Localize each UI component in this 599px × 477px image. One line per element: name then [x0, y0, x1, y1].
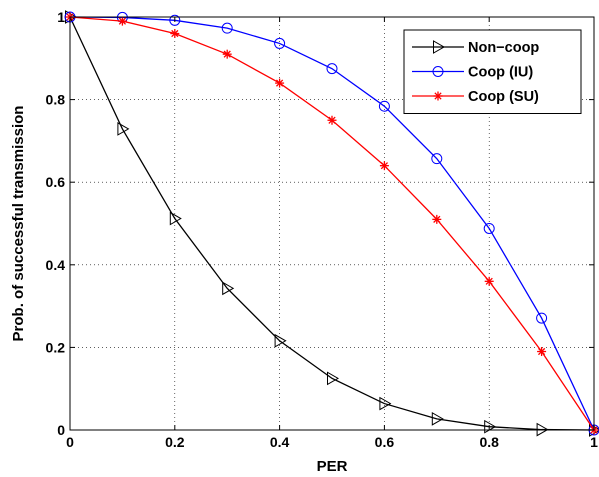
legend-entry: Non−coop: [412, 40, 539, 56]
x-tick-label: 0.8: [479, 434, 499, 450]
triangle-marker: [379, 396, 392, 411]
circle-marker: [378, 100, 390, 112]
circle-marker: [432, 66, 444, 77]
x-tick-label: 0.2: [165, 434, 185, 450]
x-tick-label: 0.4: [270, 434, 290, 450]
triangle-marker: [327, 371, 340, 386]
series-line: [69, 16, 595, 431]
triangle-marker: [431, 411, 444, 426]
legend-label: Non−coop: [468, 40, 539, 56]
circle-marker: [483, 222, 495, 234]
asterisk-marker: [379, 161, 389, 171]
circle-marker: [326, 63, 338, 75]
legend-entry: Coop (IU): [412, 65, 533, 81]
triangle-marker: [222, 281, 235, 296]
series-coop-su: [65, 12, 599, 435]
asterisk-marker: [222, 49, 232, 59]
y-tick-label: 0.2: [46, 339, 66, 355]
legend-entry: Coop (SU): [412, 89, 539, 105]
x-tick-label: 1: [590, 434, 598, 450]
circle-marker: [536, 312, 548, 324]
circle-marker: [274, 37, 286, 49]
x-axis-title: PER: [317, 458, 348, 475]
y-axis-title: Prob. of successful transmission: [10, 106, 27, 342]
asterisk-marker: [537, 347, 547, 357]
triangle-marker: [274, 333, 287, 348]
asterisk-marker: [433, 91, 443, 101]
axis-ticks: 0 0.2 0.4 0.6 0.8 1 0 0.2 0.4 0.6 0.8 1: [46, 9, 599, 450]
triangle-marker: [169, 211, 182, 226]
y-tick-label: 0.4: [46, 257, 66, 273]
y-tick-label: 0.8: [46, 92, 66, 108]
asterisk-marker: [275, 78, 285, 88]
legend-label: Coop (SU): [468, 89, 539, 105]
asterisk-marker: [327, 115, 337, 125]
legend-label: Coop (IU): [468, 65, 533, 81]
asterisk-marker: [484, 276, 494, 286]
legend: Non−coop Coop (IU) Coop (SU): [403, 29, 582, 114]
circle-marker: [169, 14, 181, 26]
triangle-marker: [433, 40, 446, 54]
circle-marker: [221, 22, 233, 34]
x-tick-label: 0: [66, 434, 74, 450]
x-tick-label: 0.6: [375, 434, 395, 450]
asterisk-marker: [432, 214, 442, 224]
asterisk-marker: [117, 16, 127, 26]
y-tick-label: 1: [57, 9, 65, 25]
plot-frame: [69, 16, 595, 431]
y-tick-label: 0: [57, 422, 65, 438]
asterisk-marker: [170, 29, 180, 39]
series-line: [69, 16, 595, 431]
plot-series: [64, 10, 599, 437]
triangle-marker: [117, 122, 130, 136]
circle-marker: [431, 153, 443, 165]
y-tick-label: 0.6: [46, 174, 66, 190]
